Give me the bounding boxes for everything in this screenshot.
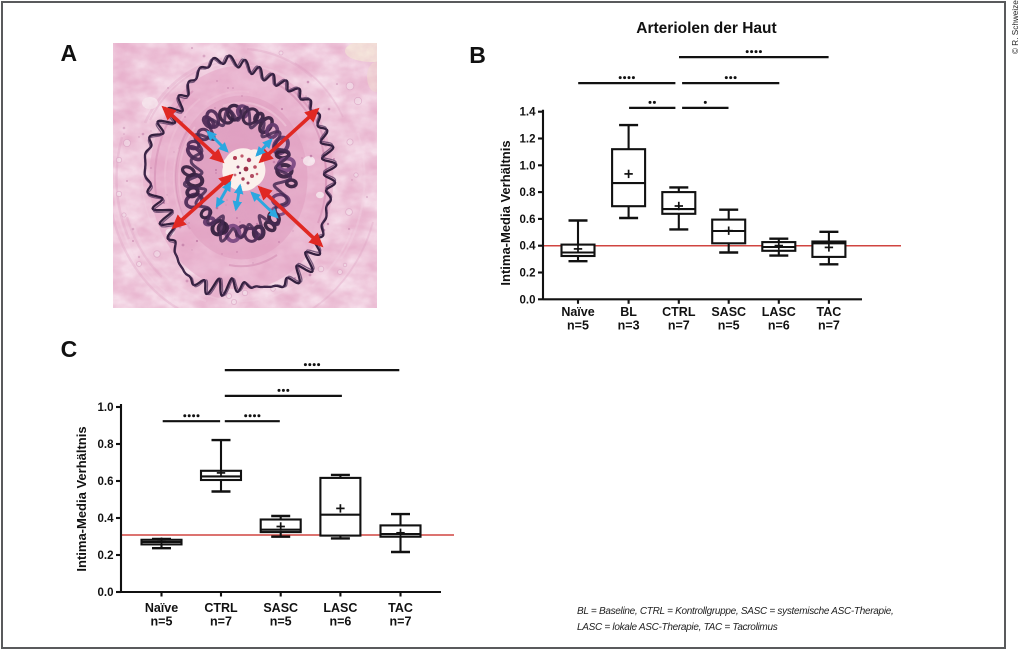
svg-text:0.4: 0.4 [98, 513, 115, 525]
svg-text:n=6: n=6 [329, 615, 351, 629]
svg-text:Naïve: Naïve [145, 601, 178, 615]
svg-text:LASC: LASC [323, 601, 357, 615]
svg-text:1.0: 1.0 [520, 160, 536, 172]
svg-text:n=7: n=7 [210, 615, 232, 629]
svg-text:n=7: n=7 [818, 319, 840, 333]
svg-text:n=5: n=5 [270, 615, 292, 629]
svg-text:Arteriolen der Haut: Arteriolen der Haut [636, 20, 776, 37]
svg-text:0.2: 0.2 [520, 268, 536, 280]
svg-text:0.6: 0.6 [520, 214, 536, 226]
svg-text:BL: BL [620, 305, 637, 319]
svg-text:1.2: 1.2 [520, 134, 536, 146]
svg-text:Intima-Media Verhältnis: Intima-Media Verhältnis [498, 140, 513, 285]
svg-text:SASC: SASC [711, 305, 746, 319]
svg-text:0.0: 0.0 [98, 587, 114, 599]
svg-text:0.8: 0.8 [520, 187, 537, 199]
svg-text:0.6: 0.6 [98, 476, 114, 488]
svg-text:1.4: 1.4 [520, 107, 537, 119]
svg-text:0.8: 0.8 [98, 439, 115, 451]
svg-text:0.2: 0.2 [98, 550, 114, 562]
svg-text:1.0: 1.0 [98, 402, 114, 414]
svg-text:CTRL: CTRL [204, 601, 238, 615]
svg-text:n=7: n=7 [668, 319, 690, 333]
svg-text:SASC: SASC [263, 601, 298, 615]
svg-text:n=5: n=5 [567, 319, 589, 333]
svg-text:0.0: 0.0 [520, 294, 536, 306]
svg-text:n=3: n=3 [618, 319, 640, 333]
svg-text:Naïve: Naïve [561, 305, 594, 319]
svg-text:Intima-Media Verhältnis: Intima-Media Verhältnis [74, 426, 89, 571]
svg-text:LASC: LASC [762, 305, 796, 319]
svg-text:CTRL: CTRL [662, 305, 696, 319]
svg-text:0.4: 0.4 [520, 241, 537, 253]
svg-text:TAC: TAC [388, 601, 413, 615]
svg-text:n=6: n=6 [768, 319, 790, 333]
svg-text:n=5: n=5 [718, 319, 740, 333]
svg-text:n=5: n=5 [151, 615, 173, 629]
svg-text:n=7: n=7 [390, 615, 412, 629]
svg-text:TAC: TAC [817, 305, 842, 319]
